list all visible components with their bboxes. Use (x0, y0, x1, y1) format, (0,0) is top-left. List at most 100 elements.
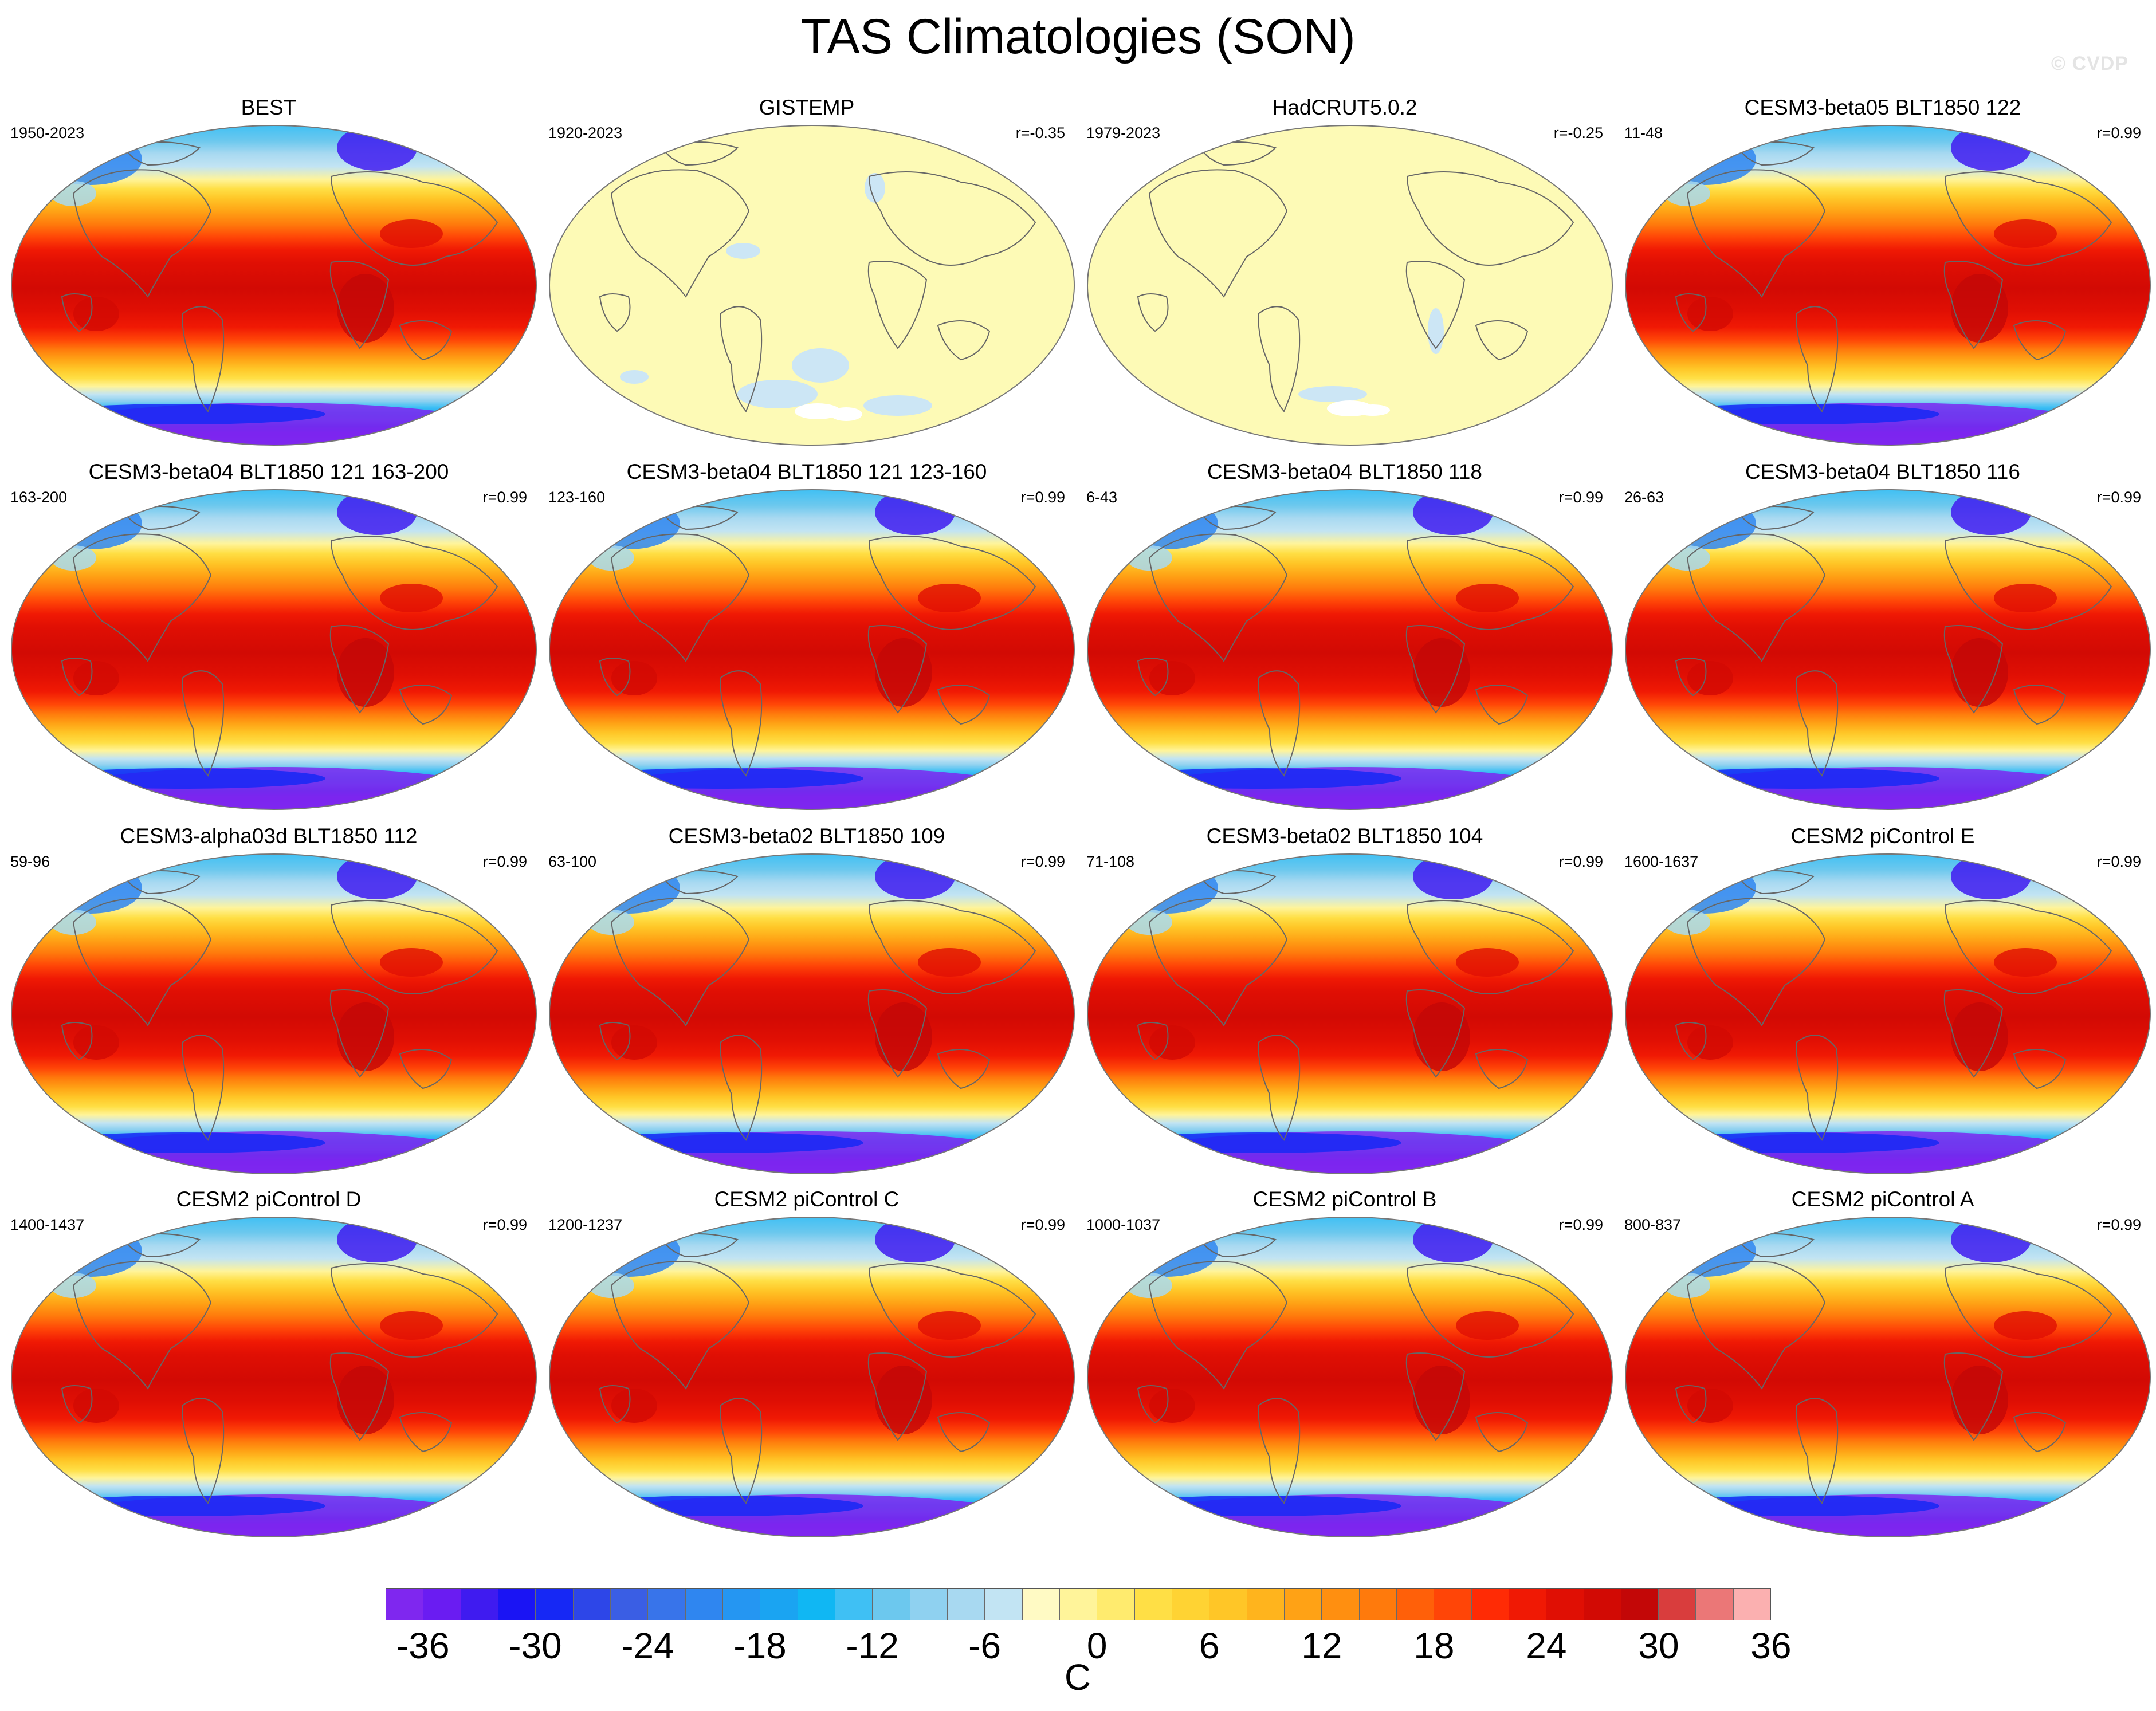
warm-region (337, 1366, 394, 1434)
warm-region (1456, 584, 1519, 612)
world-map (1086, 489, 1613, 810)
panel-years: 71-108 (1086, 853, 1135, 870)
warm-region (1687, 1025, 1733, 1060)
coastline (1475, 1412, 1529, 1453)
colorbar-swatch (1434, 1589, 1472, 1620)
panel-correlation: r=0.99 (1558, 853, 1603, 870)
coastline (72, 533, 212, 662)
panel-title: CESM2 piControl B (1252, 1187, 1437, 1211)
cold-region (39, 768, 325, 789)
coastline (868, 171, 1036, 266)
coastline (1943, 625, 2004, 714)
map-panel: CESM3-beta04 BLT1850 116 26-63 r=0.99 (1614, 459, 2151, 810)
panel-title: GISTEMP (759, 96, 855, 119)
coastline (330, 536, 498, 630)
colorbar-tick-label: 18 (1413, 1625, 1455, 1666)
warm-region (73, 661, 119, 695)
colorbar-swatch (1247, 1589, 1285, 1620)
coastline (1795, 670, 1839, 777)
colorbar-swatch (1359, 1589, 1397, 1620)
panel-title: CESM2 piControl C (714, 1187, 900, 1211)
warm-region (380, 1311, 443, 1340)
warm-region (1149, 1025, 1195, 1060)
anomaly-region (737, 380, 818, 408)
coastline (1475, 1049, 1529, 1089)
panel-title: HadCRUT5.0.2 (1272, 96, 1417, 119)
coastline (181, 306, 225, 412)
map-svg (1625, 1217, 2151, 1537)
panel-title: CESM3-beta04 BLT1850 121 163-200 (88, 460, 449, 483)
colorbar-swatch (1134, 1589, 1172, 1620)
figure-title: TAS Climatologies (SON) (800, 9, 1356, 64)
coastline (1944, 171, 2112, 266)
coastline (181, 1035, 225, 1141)
panel-title: CESM2 piControl D (176, 1187, 362, 1211)
colorbar-tick-label: 36 (1750, 1625, 1792, 1666)
map-panel: CESM3-alpha03d BLT1850 112 59-96 r=0.99 (0, 824, 537, 1174)
panel-years: 800-837 (1624, 1216, 1682, 1233)
world-map (548, 853, 1075, 1174)
panel-years: 1200-1237 (548, 1216, 623, 1233)
panel-years: 1950-2023 (10, 124, 85, 141)
warm-region (1687, 1389, 1733, 1423)
colorbar-tick-label: 30 (1638, 1625, 1679, 1666)
cold-region (39, 1496, 325, 1516)
coastline (1405, 261, 1466, 349)
coastline (1257, 1398, 1301, 1504)
watermark: © CVDP (2051, 53, 2128, 74)
coastline (1148, 533, 1288, 662)
map-panel: CESM3-beta02 BLT1850 109 63-100 r=0.99 (538, 824, 1075, 1174)
colorbar-swatch (685, 1589, 723, 1620)
map-svg (549, 853, 1075, 1174)
cold-region (1115, 1496, 1401, 1516)
warm-region (337, 1002, 394, 1071)
coastline (329, 989, 390, 1078)
coastline (72, 898, 212, 1026)
map-panel: CESM3-beta05 BLT1850 122 11-48 r=0.99 (1614, 95, 2151, 446)
cold-region (39, 1132, 325, 1153)
map-outline (1625, 489, 2151, 810)
coastline (329, 261, 390, 349)
coastline (1406, 1263, 1574, 1358)
map-svg (11, 1217, 537, 1537)
colorbar-swatch (1209, 1589, 1247, 1620)
panel-title: CESM3-beta02 BLT1850 109 (668, 824, 945, 848)
cold-region (577, 1132, 863, 1153)
colorbar-tick-label: -18 (733, 1625, 787, 1666)
warm-region (1994, 948, 2057, 977)
coastline (719, 1035, 763, 1141)
coastline (1148, 1261, 1288, 1390)
warm-region (1951, 638, 2008, 707)
colorbar-swatch (722, 1589, 761, 1620)
map-panel: CESM2 piControl E 1600-1637 r=0.99 (1614, 824, 2151, 1174)
coastline (599, 1385, 631, 1424)
map-svg (1625, 853, 2151, 1174)
panel-years: 11-48 (1624, 124, 1663, 141)
panel-correlation: r=0.99 (482, 489, 527, 506)
cold-region (1653, 133, 1756, 185)
panel-title: CESM3-alpha03d BLT1850 112 (120, 824, 418, 848)
warm-region (611, 661, 657, 695)
colorbar-tick-label: -6 (968, 1625, 1002, 1666)
coastline (1475, 320, 1529, 361)
panel-years: 1600-1637 (1624, 853, 1699, 870)
colorbar-swatch (985, 1589, 1023, 1620)
world-map (10, 1217, 537, 1537)
coastline (867, 1352, 928, 1441)
world-map (1624, 125, 2151, 446)
coastline (2013, 320, 2067, 361)
cold-region (1653, 404, 1939, 424)
panel-correlation: r=0.99 (1020, 489, 1065, 506)
coastline (1675, 293, 1707, 332)
world-map (548, 125, 1075, 446)
warm-region (611, 1389, 657, 1423)
colorbar-swatch (610, 1589, 649, 1620)
world-map (1086, 125, 1613, 446)
map-outline (11, 125, 537, 446)
map-panel: CESM2 piControl D 1400-1437 r=0.99 (0, 1187, 537, 1537)
warm-region (337, 638, 394, 707)
colorbar-tick-label: 12 (1301, 1625, 1342, 1666)
coastline (181, 670, 225, 777)
colorbar-tick-label: 24 (1526, 1625, 1567, 1666)
map-panel: CESM3-beta02 BLT1850 104 71-108 r=0.99 (1076, 824, 1613, 1174)
